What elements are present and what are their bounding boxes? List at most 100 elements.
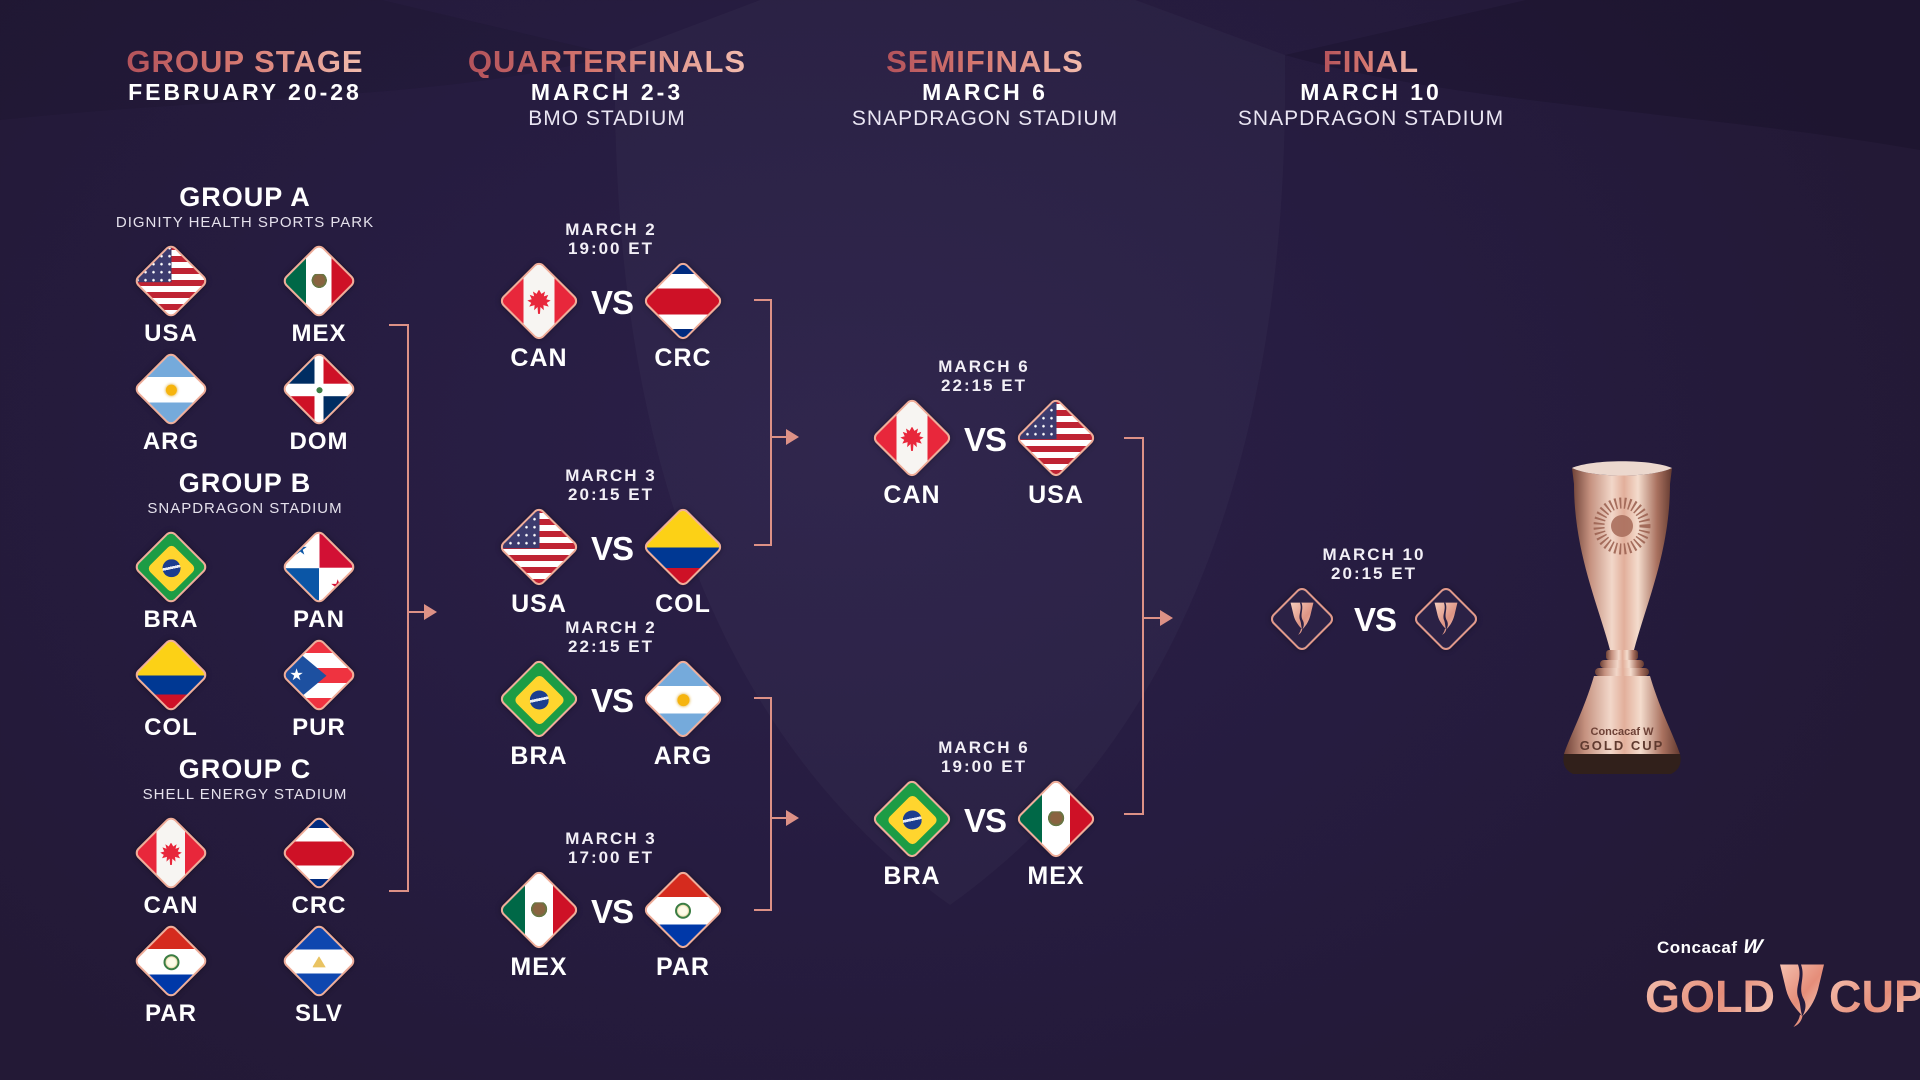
usa-flag-icon <box>1014 396 1098 480</box>
away-team: PAR <box>631 868 735 982</box>
group-b: GROUP B SNAPDRAGON STADIUM BRA PAN COL P… <box>80 468 410 742</box>
team-par: PAR <box>101 922 241 1028</box>
team-code: COL <box>144 714 198 741</box>
semifinal-1: MARCH 6 22:15 ET CAN VS USA <box>824 357 1144 510</box>
slv-flag-icon <box>280 922 358 1000</box>
match-time: 17:00 ET <box>568 848 654 867</box>
home-team: MEX <box>487 868 591 982</box>
group-venue: SHELL ENERGY STADIUM <box>142 786 348 803</box>
tbd-placeholder-icon <box>1412 585 1480 653</box>
team-dom: DOM <box>249 350 389 456</box>
bracket-line <box>770 299 772 546</box>
bracket-arrow-icon <box>424 604 437 620</box>
concacaf-wordmark: Concacaf W <box>1657 936 1763 959</box>
mex-flag-icon <box>497 868 581 952</box>
column-venue: SNAPDRAGON STADIUM <box>1237 107 1505 130</box>
mex-flag-icon <box>280 242 358 320</box>
gold-label: GOLD <box>1645 970 1775 1022</box>
arg-flag-icon <box>132 350 210 428</box>
column-date: MARCH 6 <box>922 79 1048 105</box>
bracket-line <box>1124 437 1142 439</box>
cup-label: CUP <box>1829 974 1920 1019</box>
usa-flag-icon <box>497 505 581 589</box>
bracket-arrow-icon <box>1160 610 1173 626</box>
team-code: USA <box>511 590 567 618</box>
group-c: GROUP C SHELL ENERGY STADIUM CAN CRC PAR… <box>80 754 410 1028</box>
gold-cup-logo: Concacaf W GOLD CUP <box>1645 930 1920 1040</box>
bracket-arrow-icon <box>786 810 799 826</box>
final-match: MARCH 10 20:15 ET VS <box>1214 545 1534 653</box>
team-code: ARG <box>653 742 713 770</box>
team-pan: PAN <box>249 528 389 634</box>
team-code: MEX <box>510 953 568 981</box>
match-time: 20:15 ET <box>568 485 654 504</box>
crc-flag-icon <box>641 259 725 343</box>
team-code: PAN <box>293 606 345 633</box>
team-arg: ARG <box>101 350 241 456</box>
quarterfinal-1: MARCH 2 19:00 ET CAN VS CRC <box>451 220 771 373</box>
team-code: CAN <box>510 344 568 372</box>
column-venue: SNAPDRAGON STADIUM <box>851 107 1119 130</box>
column-title: GROUP STAGE <box>126 44 364 79</box>
group-venue: SNAPDRAGON STADIUM <box>147 500 343 517</box>
can-flag-icon <box>497 259 581 343</box>
gold-cup-trophy: Concacaf W GOLD CUP <box>1563 461 1681 774</box>
match-date: MARCH 6 <box>938 357 1030 376</box>
match-date: MARCH 2 <box>565 220 657 239</box>
match-date: MARCH 2 <box>565 618 657 637</box>
team-col: COL <box>101 636 241 742</box>
bracket-line <box>407 611 424 613</box>
team-code: CAN <box>143 892 199 919</box>
group-venue: DIGNITY HEALTH SPORTS PARK <box>115 214 375 231</box>
gold-cup-wordmark: GOLD CUP <box>1645 960 1920 1032</box>
home-team: CAN <box>487 259 591 373</box>
cup-glyph-icon <box>1780 964 1824 1027</box>
away-team: COL <box>631 505 735 619</box>
match-date: MARCH 10 <box>1322 545 1426 564</box>
dom-flag-icon <box>280 350 358 428</box>
bracket-line <box>389 890 407 892</box>
semifinal-2: MARCH 6 19:00 ET BRA VS MEX <box>824 738 1144 891</box>
team-usa: USA <box>101 242 241 348</box>
column-venue: BMO STADIUM <box>528 107 686 130</box>
can-flag-icon <box>870 396 954 480</box>
away-team: USA <box>1004 396 1108 510</box>
match-time: 22:15 ET <box>941 376 1027 395</box>
bracket-line <box>770 436 786 438</box>
par-flag-icon <box>132 922 210 1000</box>
home-team: BRA <box>860 777 964 891</box>
bracket-line <box>1142 437 1144 815</box>
team-code: MEX <box>291 320 347 347</box>
match-time: 19:00 ET <box>941 757 1027 776</box>
column-header-semifinals: SEMIFINALS MARCH 6 SNAPDRAGON STADIUM <box>775 46 1195 132</box>
bra-flag-icon <box>497 657 581 741</box>
bra-flag-icon <box>132 528 210 606</box>
vs-label: VS <box>964 421 1007 458</box>
group-name: GROUP A <box>179 182 311 212</box>
group-teams: USA MEX ARG DOM <box>101 242 389 456</box>
team-code: CAN <box>883 481 941 509</box>
vs-label: VS <box>964 802 1007 839</box>
column-header-group-stage: GROUP STAGE FEBRUARY 20-28 <box>35 46 455 106</box>
team-code: BRA <box>510 742 568 770</box>
trophy-engraving-goldcup: GOLD CUP <box>1580 738 1665 753</box>
team-code: CRC <box>291 892 347 919</box>
group-teams: BRA PAN COL PUR <box>101 528 389 742</box>
col-flag-icon <box>641 505 725 589</box>
team-code: USA <box>144 320 198 347</box>
match-date: MARCH 3 <box>565 829 657 848</box>
vs-label: VS <box>591 530 634 567</box>
group-a: GROUP A DIGNITY HEALTH SPORTS PARK USA M… <box>80 182 410 456</box>
bracket-line <box>770 697 772 911</box>
bracket-line <box>754 299 770 301</box>
quarterfinal-3: MARCH 2 22:15 ET BRA VS ARG <box>451 618 771 771</box>
vs-label: VS <box>591 893 634 930</box>
group-teams: CAN CRC PAR SLV <box>101 814 389 1028</box>
team-code: PAR <box>145 1000 197 1027</box>
team-code: BRA <box>883 862 941 890</box>
team-code: COL <box>655 590 711 618</box>
bracket-line <box>770 817 786 819</box>
cup-glyph-icon <box>1290 602 1314 635</box>
